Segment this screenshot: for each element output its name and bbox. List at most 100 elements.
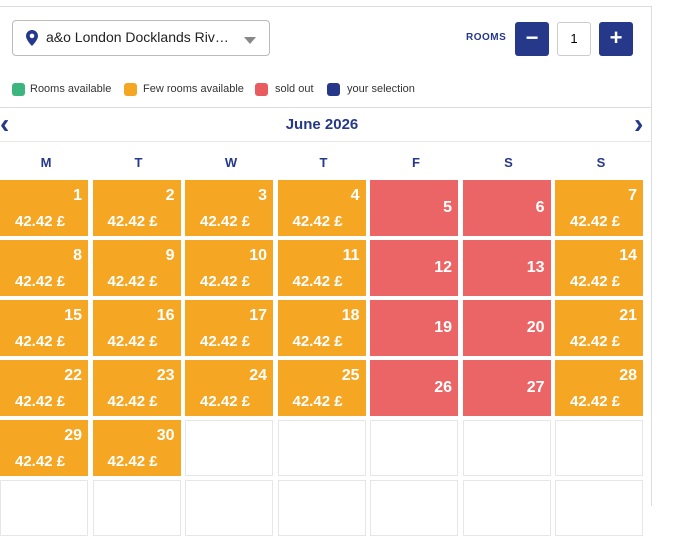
day-cell[interactable]: 19 — [370, 300, 458, 356]
day-number: 18 — [341, 307, 360, 324]
day-price: 42.42 £ — [570, 333, 621, 350]
day-price: 42.42 £ — [15, 333, 66, 350]
day-price: 42.42 £ — [107, 453, 158, 470]
day-cell[interactable]: 9 42.42 £ — [92, 240, 181, 296]
day-cell[interactable]: 3 42.42 £ — [185, 180, 273, 236]
day-cell[interactable]: 27 — [462, 360, 551, 416]
rooms-label: ROOMS — [466, 32, 507, 43]
day-cell[interactable]: 6 — [462, 180, 551, 236]
day-price: 42.42 £ — [292, 213, 343, 230]
day-number: 12 — [434, 259, 452, 276]
day-cell[interactable]: 21 42.42 £ — [555, 300, 643, 356]
month-title: June 2026 — [285, 116, 359, 133]
day-cell[interactable]: 7 42.42 £ — [555, 180, 643, 236]
day-cell[interactable]: 24 42.42 £ — [185, 360, 273, 416]
empty-cell — [185, 480, 273, 536]
day-cell[interactable]: 4 42.42 £ — [277, 180, 366, 236]
legend-label: Few rooms available — [143, 83, 244, 95]
weekday: F — [412, 155, 420, 170]
day-number: 1 — [73, 187, 82, 204]
weekday: T — [134, 155, 143, 170]
hotel-select[interactable] — [12, 20, 270, 56]
day-number: 15 — [64, 307, 82, 324]
day-cell[interactable]: 30 42.42 £ — [92, 420, 181, 476]
day-number: 27 — [526, 379, 545, 396]
pin-icon — [26, 30, 38, 46]
day-cell[interactable]: 26 — [370, 360, 458, 416]
empty-cell — [0, 480, 88, 536]
day-cell[interactable]: 17 42.42 £ — [185, 300, 273, 356]
day-cell[interactable]: 1 42.42 £ — [0, 180, 88, 236]
empty-cell — [555, 420, 643, 476]
day-cell[interactable]: 5 — [370, 180, 458, 236]
day-cell[interactable]: 11 42.42 £ — [277, 240, 366, 296]
day-price: 42.42 £ — [107, 213, 158, 230]
day-cell[interactable]: 25 42.42 £ — [277, 360, 366, 416]
legend-swatch — [12, 83, 25, 96]
empty-cell — [370, 420, 458, 476]
day-cell[interactable]: 10 42.42 £ — [185, 240, 273, 296]
separator — [0, 107, 652, 108]
day-number: 11 — [342, 247, 360, 264]
empty-cell — [185, 420, 273, 476]
hotel-name: a&o London Docklands Riv… — [46, 29, 229, 45]
empty-cell — [370, 480, 458, 536]
day-cell[interactable]: 14 42.42 £ — [555, 240, 643, 296]
day-number: 10 — [249, 247, 267, 264]
rooms-input[interactable]: 1 — [557, 22, 591, 56]
day-cell[interactable]: 15 42.42 £ — [0, 300, 88, 356]
prev-month[interactable]: ‹ — [0, 108, 10, 139]
empty-cell — [555, 480, 643, 536]
legend-label: your selection — [347, 83, 415, 95]
legend-swatch — [124, 83, 137, 96]
empty-cell — [92, 480, 181, 536]
day-cell[interactable]: 23 42.42 £ — [92, 360, 181, 416]
legend-label: Rooms available — [30, 83, 112, 95]
empty-cell — [277, 480, 366, 536]
weekday: T — [319, 155, 328, 170]
page: a&o London Docklands Riv… ROOMS − 1 + ‹ … — [0, 6, 652, 536]
empty-cell — [462, 420, 551, 476]
weekday: S — [504, 155, 513, 170]
day-price: 42.42 £ — [15, 273, 66, 290]
plus-button[interactable]: + — [599, 22, 633, 56]
day-price: 42.42 £ — [107, 393, 158, 410]
day-price: 42.42 £ — [15, 213, 66, 230]
day-price: 42.42 £ — [200, 333, 251, 350]
day-number: 6 — [535, 199, 545, 216]
day-price: 42.42 £ — [15, 393, 66, 410]
day-number: 2 — [165, 187, 175, 204]
day-number: 8 — [73, 247, 82, 264]
day-number: 21 — [619, 307, 637, 324]
day-price: 42.42 £ — [107, 333, 158, 350]
day-number: 13 — [526, 259, 545, 276]
day-price: 42.42 £ — [570, 213, 621, 230]
day-number: 4 — [350, 187, 360, 204]
day-cell[interactable]: 18 42.42 £ — [277, 300, 366, 356]
day-number: 29 — [64, 427, 82, 444]
separator — [0, 141, 652, 142]
day-cell[interactable]: 13 — [462, 240, 551, 296]
day-cell[interactable]: 12 — [370, 240, 458, 296]
day-price: 42.42 £ — [200, 393, 251, 410]
day-cell[interactable]: 8 42.42 £ — [0, 240, 88, 296]
day-cell[interactable]: 2 42.42 £ — [92, 180, 181, 236]
day-cell[interactable]: 22 42.42 £ — [0, 360, 88, 416]
weekday: M — [40, 155, 52, 170]
day-price: 42.42 £ — [292, 393, 343, 410]
weekday: W — [224, 155, 238, 170]
day-price: 42.42 £ — [292, 333, 343, 350]
weekday: S — [596, 155, 606, 170]
minus-button[interactable]: − — [515, 22, 549, 56]
day-cell[interactable]: 16 42.42 £ — [92, 300, 181, 356]
day-number: 3 — [258, 187, 267, 204]
day-cell[interactable]: 28 42.42 £ — [555, 360, 643, 416]
day-price: 42.42 £ — [570, 393, 621, 410]
day-number: 30 — [156, 427, 175, 444]
next-month[interactable]: › — [634, 108, 644, 139]
day-number: 9 — [165, 247, 175, 264]
day-price: 42.42 £ — [200, 213, 251, 230]
day-cell[interactable]: 29 42.42 £ — [0, 420, 88, 476]
day-cell[interactable]: 20 — [462, 300, 551, 356]
day-number: 14 — [619, 247, 637, 264]
